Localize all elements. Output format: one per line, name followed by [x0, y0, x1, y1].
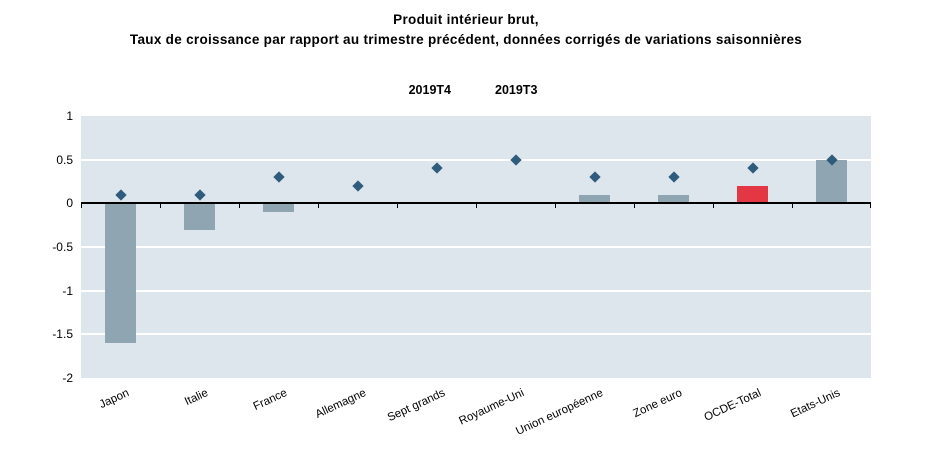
axis-tick: [160, 204, 161, 209]
axis-tick: [634, 204, 635, 209]
y-axis-label: -2: [62, 371, 73, 385]
x-axis-label: France: [251, 387, 289, 414]
x-axis-label: Etats-Unis: [788, 387, 842, 421]
x-axis-label: OCDE-Total: [701, 387, 763, 424]
y-axis-label: 0.5: [56, 152, 73, 167]
axis-tick: [239, 204, 240, 209]
legend-label: 2019T4: [408, 83, 451, 97]
chart-title: Produit intérieur brut, Taux de croissan…: [0, 10, 932, 50]
x-axis-label: Zone euro: [630, 387, 684, 421]
legend: 2019T4 2019T3: [0, 83, 932, 97]
axis-tick: [476, 204, 477, 209]
bar-France: [263, 203, 294, 213]
axis-tick: [397, 204, 398, 209]
bar-Zone euro: [658, 194, 689, 204]
gridline: [81, 246, 871, 248]
diamond-marker-Royaume-Uni: [509, 153, 522, 166]
x-axis-label: Italie: [182, 387, 210, 409]
diamond-marker-Sept grands: [430, 162, 443, 175]
bar-Union européenne: [579, 194, 610, 204]
chart-title-line1: Produit intérieur brut,: [393, 12, 539, 27]
bar-Etats-Unis: [816, 159, 847, 204]
diamond-marker-Zone euro: [667, 171, 680, 183]
axis-tick: [555, 204, 556, 209]
y-axis-label: -1.5: [52, 327, 73, 342]
axis-tick: [870, 204, 871, 209]
legend-item-2019T4: 2019T4: [395, 83, 451, 97]
y-axis-label: 1: [66, 109, 73, 123]
axis-tick: [792, 204, 793, 209]
x-axis-label: Allemagne: [313, 387, 368, 421]
diamond-swatch-icon: [482, 85, 492, 95]
diamond-marker-Italie: [193, 188, 206, 201]
y-axis-label: -0.5: [52, 240, 73, 254]
x-axis-label: Union européenne: [513, 387, 605, 438]
y-axis-label: -1: [62, 283, 73, 298]
legend-label: 2019T3: [495, 83, 538, 97]
zero-axis-line: [81, 202, 871, 205]
x-axis-label: Japon: [97, 387, 131, 412]
diamond-marker-OCDE-Total: [746, 162, 759, 175]
gridline: [81, 158, 871, 161]
bar-OCDE-Total: [737, 185, 768, 204]
axis-tick: [713, 204, 714, 209]
gridline: [81, 289, 871, 292]
diamond-marker-France: [272, 171, 285, 183]
legend-item-2019T3: 2019T3: [483, 83, 537, 97]
axis-tick: [81, 204, 82, 209]
gridline: [81, 333, 871, 336]
chart-title-line2: Taux de croissance par rapport au trimes…: [129, 32, 803, 47]
diamond-marker-Union européenne: [588, 171, 601, 183]
plot-area: Japon Italie France Allemagne Sept grands Roy…: [81, 116, 871, 438]
bar-Japon: [105, 203, 136, 344]
x-axis-label: Royaume-Uni: [456, 387, 526, 428]
diamond-marker-Japon: [114, 188, 127, 201]
bar-swatch-icon: [395, 86, 404, 95]
x-axis-label: Sept grands: [385, 387, 447, 425]
y-axis-label: 0: [66, 196, 73, 211]
axis-tick: [318, 204, 319, 209]
diamond-marker-Allemagne: [351, 180, 364, 192]
bar-Italie: [184, 203, 215, 230]
